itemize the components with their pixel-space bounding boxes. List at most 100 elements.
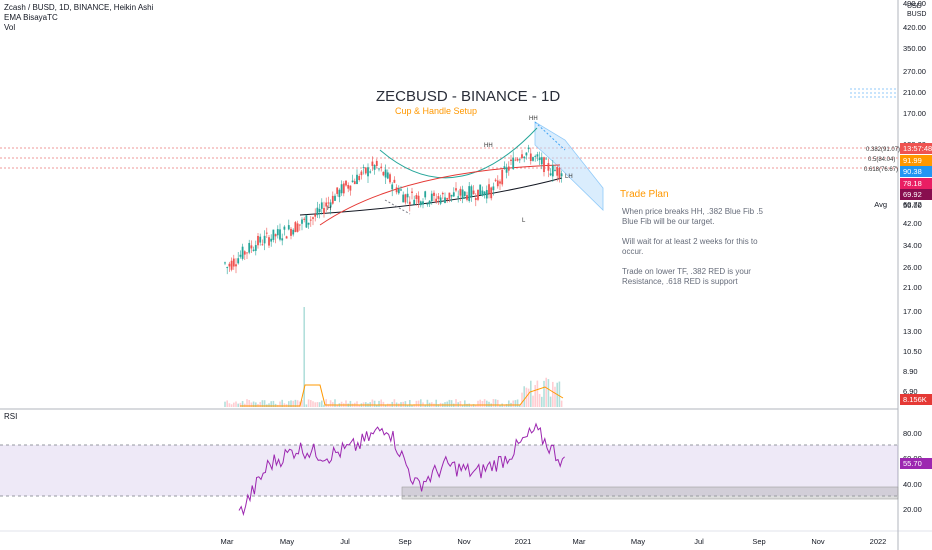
candle-body — [320, 202, 323, 209]
candle-body — [507, 166, 510, 171]
candle-body — [437, 196, 440, 199]
volume-bar — [288, 401, 290, 407]
fib-label-0618: 0.618(76.67) — [864, 167, 898, 173]
candle-body — [452, 192, 455, 197]
rsi-tick-label: 80.00 — [903, 429, 922, 438]
candle-body — [534, 155, 537, 157]
volume-bar — [237, 403, 239, 407]
time-tick-label: May — [631, 537, 645, 546]
time-tick-label: May — [280, 537, 294, 546]
volume-bar — [299, 401, 301, 407]
volume-bar — [382, 401, 385, 407]
volume-bar — [325, 399, 327, 407]
candle-body — [283, 226, 286, 230]
candle-body — [250, 245, 253, 249]
volume-bar — [371, 399, 374, 407]
candle-body — [235, 264, 237, 267]
volume-bar — [402, 401, 404, 407]
candle-body — [279, 229, 281, 240]
volume-bar — [305, 404, 308, 407]
volume-bar — [514, 400, 517, 407]
trade-plan-p3: Trade on lower TF, .382 RED is your Resi… — [622, 267, 751, 286]
candle-body — [481, 190, 484, 196]
volume-bar — [345, 400, 347, 407]
volume-bar — [406, 404, 409, 407]
candle-body — [424, 191, 427, 198]
candle-body — [523, 156, 526, 159]
candle-body — [499, 181, 501, 184]
candle-body — [290, 228, 292, 236]
hh-label-2: HH — [529, 116, 538, 122]
candle-body — [281, 238, 284, 241]
time-tick-label: Jul — [340, 537, 350, 546]
volume-bar — [310, 400, 312, 407]
volume-bar — [481, 400, 484, 407]
candle-body — [483, 191, 486, 196]
axis-currency[interactable]: USD BUSD — [907, 3, 926, 19]
candle-body — [391, 184, 394, 190]
candle-body — [274, 234, 277, 237]
badge-rsi: 55.70 — [900, 458, 932, 469]
candle-body — [254, 245, 257, 251]
candle-body — [466, 195, 468, 200]
volume-bar — [376, 404, 378, 407]
price-tick-label: 21.00 — [903, 283, 922, 292]
candle-body — [364, 167, 367, 174]
volume-bar — [488, 401, 490, 407]
volume-bar — [437, 404, 440, 407]
volume-bar — [323, 404, 325, 407]
rsi-label[interactable]: RSI — [4, 412, 18, 421]
volume-bar — [499, 404, 501, 407]
volume-bar — [479, 399, 481, 407]
volume-bar — [503, 404, 506, 407]
candle-body — [232, 258, 235, 267]
candle-body — [485, 190, 488, 199]
volume-bar — [516, 399, 519, 407]
candle-body — [540, 157, 543, 165]
price-tick-label: 6.90 — [903, 387, 918, 396]
candle-body — [329, 202, 332, 208]
volume-bar — [519, 404, 521, 407]
volume-bar — [358, 404, 360, 407]
candle-body — [411, 191, 413, 193]
candle-body — [474, 198, 477, 201]
time-tick-label: Sep — [752, 537, 765, 546]
trade-plan-heading: Trade Plan — [620, 189, 669, 200]
volume-bar — [373, 400, 376, 407]
volume-bar — [279, 401, 281, 407]
volume-bar — [512, 400, 514, 407]
candle-body — [441, 192, 444, 195]
candle-body — [419, 201, 422, 206]
volume-bar — [426, 399, 429, 407]
volume-bar — [411, 404, 413, 407]
candle-body — [323, 208, 325, 214]
legend-vol[interactable]: Vol — [4, 23, 16, 32]
candle-body — [468, 186, 471, 201]
time-tick-label: 2022 — [870, 537, 887, 546]
candle-body — [224, 262, 226, 264]
legend-ema[interactable]: EMA BisayaTC — [4, 13, 58, 22]
time-tick-label: Sep — [398, 537, 411, 546]
candle-body — [463, 191, 466, 196]
candle-body — [512, 157, 515, 170]
volume-bar — [409, 400, 411, 407]
price-tick-label: 270.00 — [903, 67, 926, 76]
candle-body — [303, 218, 306, 220]
price-tick-label: 34.00 — [903, 241, 922, 250]
candle-body — [340, 184, 343, 194]
handle-channel — [534, 121, 604, 211]
candle-body — [347, 184, 350, 189]
volume-bar — [538, 393, 541, 407]
volume-bar — [228, 403, 231, 407]
legend-symbol[interactable]: Zcash / BUSD, 1D, BINANCE, Heikin Ashi — [4, 3, 154, 12]
chart-title: ZECBUSD - BINANCE - 1D — [376, 88, 561, 105]
chart-subtitle: Cup & Handle Setup — [395, 106, 478, 116]
time-tick-label: 2021 — [515, 537, 532, 546]
candle-body — [422, 201, 424, 205]
candle-body — [272, 229, 275, 240]
volume-bar — [545, 377, 547, 407]
volume-bar — [283, 403, 286, 407]
volume-bar — [224, 401, 226, 407]
candle-body — [492, 186, 495, 191]
h-label: H — [327, 206, 331, 212]
